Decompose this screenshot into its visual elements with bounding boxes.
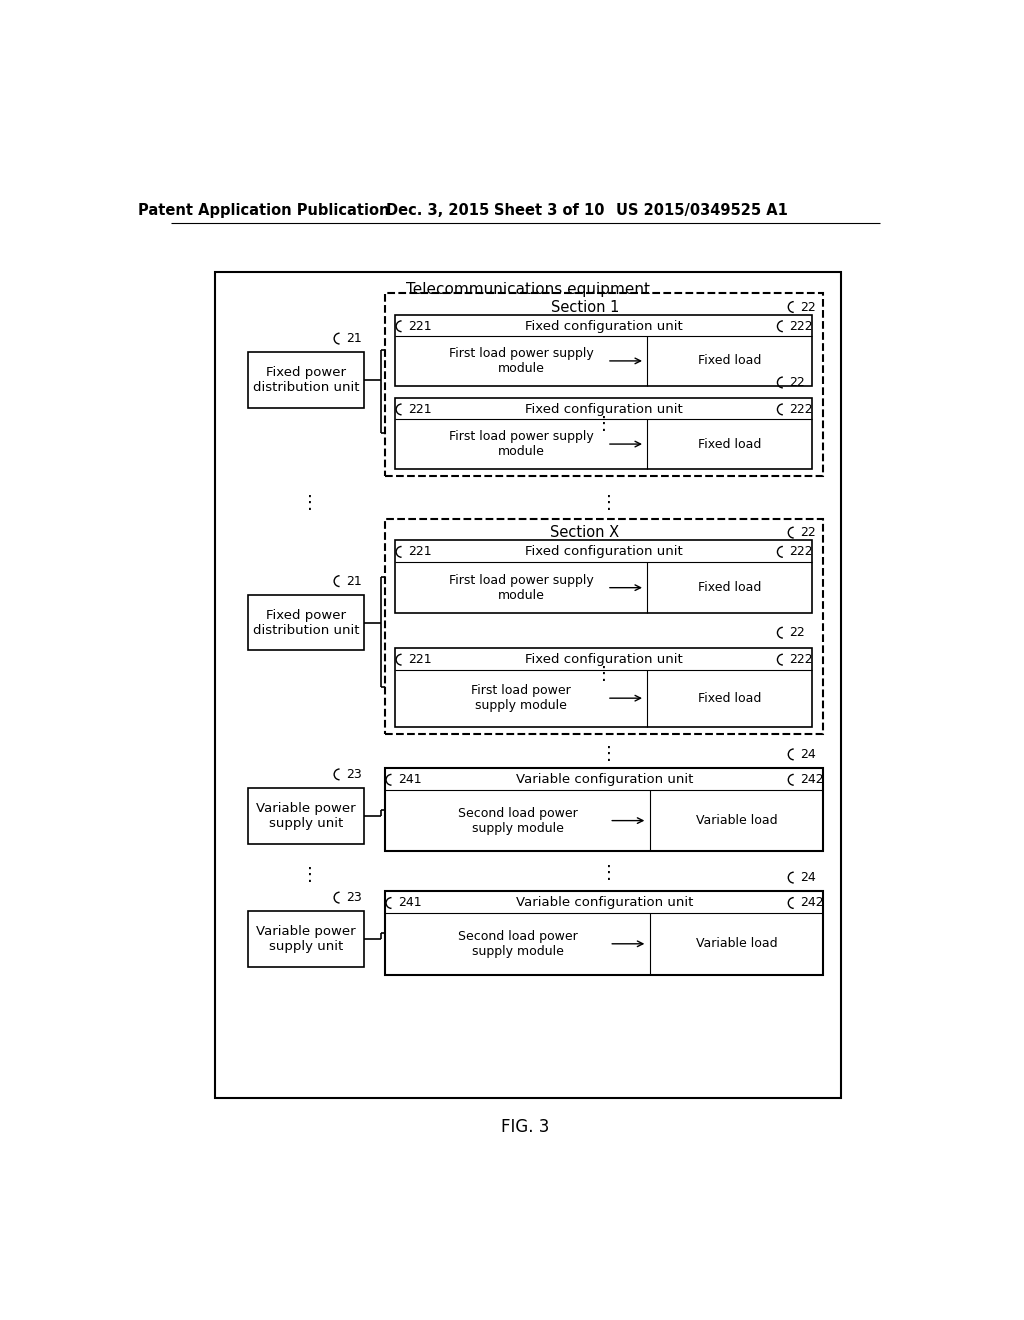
Text: Fixed load: Fixed load: [698, 581, 762, 594]
Text: Fixed configuration unit: Fixed configuration unit: [525, 403, 683, 416]
Text: Fixed configuration unit: Fixed configuration unit: [525, 319, 683, 333]
Text: First load power
supply module: First load power supply module: [471, 684, 571, 713]
Bar: [385, 519, 823, 734]
Text: Variable power
supply unit: Variable power supply unit: [256, 925, 356, 953]
Text: 24: 24: [800, 748, 816, 760]
Bar: [248, 352, 365, 408]
Text: 24: 24: [800, 871, 816, 884]
Text: Variable configuration unit: Variable configuration unit: [515, 896, 693, 909]
Text: Dec. 3, 2015: Dec. 3, 2015: [386, 203, 489, 218]
Text: Telecommunications equipment: Telecommunications equipment: [406, 281, 650, 297]
Text: 22: 22: [800, 527, 816, 539]
Text: Fixed power
distribution unit: Fixed power distribution unit: [253, 609, 359, 636]
Text: 222: 222: [790, 403, 813, 416]
Text: Variable power
supply unit: Variable power supply unit: [256, 803, 356, 830]
Text: 241: 241: [397, 774, 421, 787]
Text: Fixed power
distribution unit: Fixed power distribution unit: [253, 366, 359, 395]
Text: Section X: Section X: [550, 525, 620, 540]
Text: US 2015/0349525 A1: US 2015/0349525 A1: [615, 203, 787, 218]
Text: 221: 221: [408, 403, 431, 416]
Text: Patent Application Publication: Patent Application Publication: [138, 203, 389, 218]
Text: 22: 22: [800, 301, 816, 314]
Text: First load power supply
module: First load power supply module: [449, 347, 594, 375]
Text: Fixed configuration unit: Fixed configuration unit: [525, 653, 683, 667]
Text: 221: 221: [408, 319, 431, 333]
Text: Variable load: Variable load: [695, 814, 777, 828]
Text: FIG. 3: FIG. 3: [501, 1118, 549, 1137]
Text: 21: 21: [346, 574, 361, 587]
Text: Second load power
supply module: Second load power supply module: [458, 807, 578, 834]
Text: 23: 23: [346, 768, 361, 781]
Bar: [248, 788, 365, 843]
Bar: [248, 911, 365, 966]
Text: First load power supply
module: First load power supply module: [449, 574, 594, 602]
Text: 21: 21: [346, 333, 361, 345]
Text: 242: 242: [800, 896, 823, 909]
Text: 242: 242: [800, 774, 823, 787]
Text: 22: 22: [790, 626, 805, 639]
Bar: [248, 595, 365, 651]
Text: ⋮: ⋮: [599, 495, 617, 512]
Text: Sheet 3 of 10: Sheet 3 of 10: [494, 203, 604, 218]
Bar: [395, 540, 812, 614]
Text: 22: 22: [790, 376, 805, 389]
Text: ⋮: ⋮: [301, 495, 319, 512]
Text: 222: 222: [790, 653, 813, 667]
Text: Fixed load: Fixed load: [698, 354, 762, 367]
Text: ⋮: ⋮: [599, 865, 617, 882]
Text: Fixed load: Fixed load: [698, 692, 762, 705]
Text: Variable configuration unit: Variable configuration unit: [515, 774, 693, 787]
Text: ⋮: ⋮: [301, 866, 319, 883]
Text: ⋮: ⋮: [595, 414, 613, 433]
Bar: [215, 272, 841, 1098]
Text: 222: 222: [790, 319, 813, 333]
Text: Variable load: Variable load: [695, 937, 777, 950]
Bar: [395, 314, 812, 385]
Text: Fixed load: Fixed load: [698, 437, 762, 450]
Bar: [385, 293, 823, 477]
Bar: [385, 891, 823, 974]
Text: 222: 222: [790, 545, 813, 558]
Text: Section 1: Section 1: [551, 300, 620, 314]
Text: 221: 221: [408, 653, 431, 667]
Text: 221: 221: [408, 545, 431, 558]
Text: ⋮: ⋮: [595, 665, 613, 684]
Text: First load power supply
module: First load power supply module: [449, 430, 594, 458]
Bar: [395, 648, 812, 726]
Text: 241: 241: [397, 896, 421, 909]
Text: Second load power
supply module: Second load power supply module: [458, 929, 578, 958]
Bar: [385, 768, 823, 851]
Text: ⋮: ⋮: [599, 744, 617, 763]
Text: Fixed configuration unit: Fixed configuration unit: [525, 545, 683, 558]
Bar: [395, 397, 812, 469]
Text: 23: 23: [346, 891, 361, 904]
